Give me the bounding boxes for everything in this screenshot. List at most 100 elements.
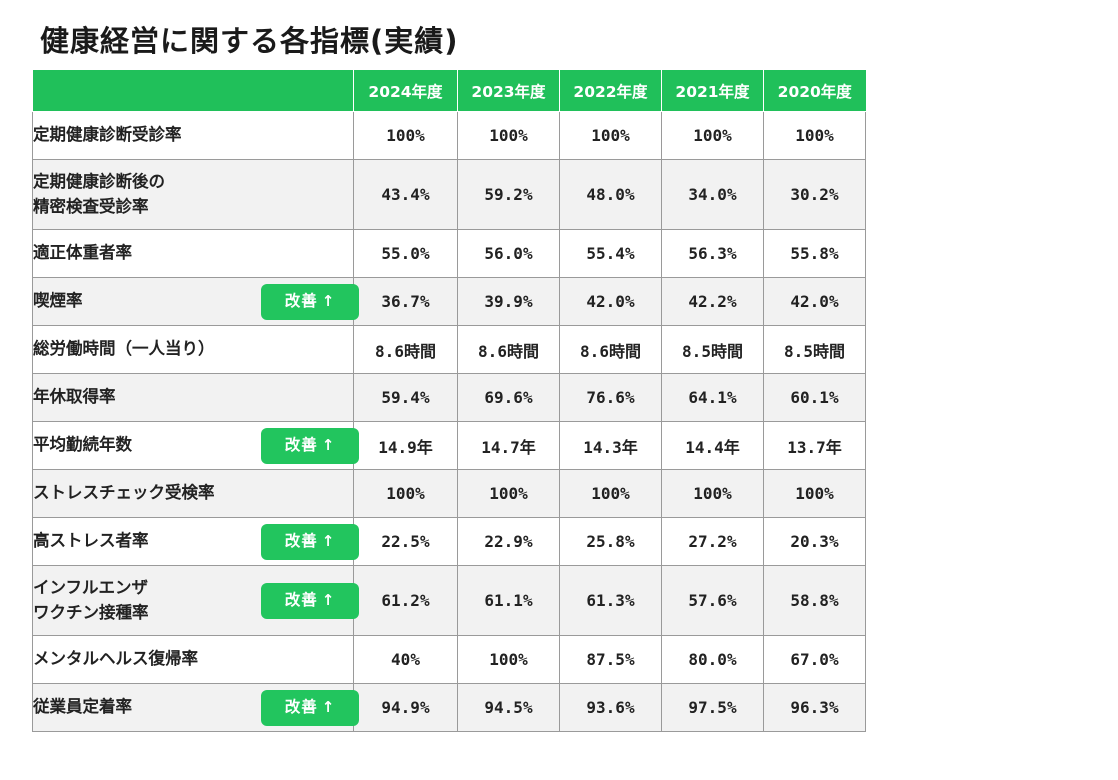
metric-value: 36.7% (353, 277, 458, 326)
year-header: 2024年度 (353, 70, 458, 112)
metric-value: 57.6% (661, 565, 764, 636)
metric-value: 34.0% (661, 159, 764, 230)
metric-label-cell: 喫煙率 改善 ↑ (32, 277, 359, 326)
metric-value: 58.8% (763, 565, 866, 636)
metric-value: 100% (457, 111, 560, 160)
metric-value: 100% (353, 469, 458, 518)
metric-label-cell: 定期健康診断受診率 (32, 111, 354, 160)
table-row: 従業員定着率 改善 ↑ 94.9% 94.5% 93.6% 97.5% 96.3% (32, 683, 866, 732)
metric-value: 61.2% (353, 565, 458, 636)
metric-value: 100% (661, 111, 764, 160)
header-row: 2024年度 2023年度 2022年度 2021年度 2020年度 (32, 70, 866, 112)
metrics-table: 2024年度 2023年度 2022年度 2021年度 2020年度 定期健康診… (32, 70, 866, 732)
metric-value: 14.4年 (661, 421, 764, 470)
metric-value: 61.1% (457, 565, 560, 636)
metric-value: 97.5% (661, 683, 764, 732)
table-row: インフルエンザ ワクチン接種率 改善 ↑ 61.2% 61.1% 61.3% 57.6% 58… (32, 565, 866, 636)
metric-label-cell: インフルエンザ ワクチン接種率 改善 ↑ (32, 565, 359, 636)
arrow-up-icon: ↑ (321, 292, 336, 311)
year-header: 2022年度 (559, 70, 662, 112)
metric-label-cell: メンタルヘルス復帰率 (32, 635, 354, 684)
year-header: 2021年度 (661, 70, 764, 112)
metric-value: 55.0% (353, 229, 458, 278)
improvement-badge-text: 改善 (284, 531, 318, 550)
metric-value: 76.6% (559, 373, 662, 422)
metric-value: 56.0% (457, 229, 560, 278)
metric-label: メンタルヘルス復帰率 (33, 649, 198, 669)
table-row: 高ストレス者率 改善 ↑ 22.5% 22.9% 25.8% 27.2% 20.3% (32, 517, 866, 566)
metric-label: 適正体重者率 (33, 243, 132, 263)
header-corner (32, 70, 354, 112)
metric-label-cell: 高ストレス者率 改善 ↑ (32, 517, 359, 566)
improvement-badge: 改善 ↑ (261, 523, 359, 560)
metric-value: 100% (763, 111, 866, 160)
metric-value: 40% (353, 635, 458, 684)
metric-label-cell: ストレスチェック受検率 (32, 469, 354, 518)
metric-value: 8.6時間 (353, 325, 458, 374)
improvement-badge-text: 改善 (284, 697, 318, 716)
improvement-badge: 改善 ↑ (261, 689, 359, 726)
improvement-badge-text: 改善 (284, 435, 318, 454)
metric-value: 60.1% (763, 373, 866, 422)
metric-value: 30.2% (763, 159, 866, 230)
table-row: 総労働時間（一人当り） 8.6時間 8.6時間 8.6時間 8.5時間 8.5時間 (32, 325, 866, 374)
metric-label: 総労働時間（一人当り） (33, 339, 215, 359)
metric-label: 定期健康診断受診率 (33, 125, 182, 145)
metric-value: 55.8% (763, 229, 866, 278)
metric-value: 8.5時間 (661, 325, 764, 374)
metric-value: 42.0% (559, 277, 662, 326)
metric-value: 69.6% (457, 373, 560, 422)
metric-value: 100% (559, 469, 662, 518)
metric-value: 93.6% (559, 683, 662, 732)
metric-value: 80.0% (661, 635, 764, 684)
metric-label: 年休取得率 (33, 387, 116, 407)
metric-value: 100% (353, 111, 458, 160)
metric-value: 22.9% (457, 517, 560, 566)
metric-value: 8.6時間 (457, 325, 560, 374)
metric-label-cell: 定期健康診断後の 精密検査受診率 (32, 159, 354, 230)
metric-label-cell: 従業員定着率 改善 ↑ (32, 683, 359, 732)
arrow-up-icon: ↑ (321, 436, 336, 455)
improvement-badge-text: 改善 (284, 291, 318, 310)
metric-value: 39.9% (457, 277, 560, 326)
metric-label: 喫煙率 (33, 291, 83, 311)
metric-value: 43.4% (353, 159, 458, 230)
metric-value: 48.0% (559, 159, 662, 230)
improvement-badge: 改善 ↑ (261, 283, 359, 320)
year-header: 2023年度 (457, 70, 560, 112)
table-row: ストレスチェック受検率 100% 100% 100% 100% 100% (32, 469, 866, 518)
metric-label: ストレスチェック受検率 (33, 483, 215, 503)
metric-value: 42.0% (763, 277, 866, 326)
metric-value: 67.0% (763, 635, 866, 684)
metric-value: 42.2% (661, 277, 764, 326)
year-header: 2020年度 (763, 70, 866, 112)
metric-label-cell: 適正体重者率 (32, 229, 354, 278)
metric-value: 22.5% (353, 517, 458, 566)
metric-value: 56.3% (661, 229, 764, 278)
table-row: 定期健康診断後の 精密検査受診率 43.4% 59.2% 48.0% 34.0% 30.2… (32, 159, 866, 230)
table-row: 定期健康診断受診率 100% 100% 100% 100% 100% (32, 111, 866, 160)
arrow-up-icon: ↑ (321, 532, 336, 551)
metric-value: 100% (457, 469, 560, 518)
metric-value: 55.4% (559, 229, 662, 278)
arrow-up-icon: ↑ (321, 698, 336, 717)
metric-value: 94.9% (353, 683, 458, 732)
table-row: 平均勤続年数 改善 ↑ 14.9年 14.7年 14.3年 14.4年 13.7年 (32, 421, 866, 470)
arrow-up-icon: ↑ (321, 591, 336, 610)
metric-label: インフルエンザ ワクチン接種率 (33, 577, 149, 622)
metric-value: 59.4% (353, 373, 458, 422)
table-row: 適正体重者率 55.0% 56.0% 55.4% 56.3% 55.8% (32, 229, 866, 278)
page-title: 健康経営に関する各指標(実績) (40, 24, 459, 58)
metric-label-cell: 平均勤続年数 改善 ↑ (32, 421, 359, 470)
metric-label: 高ストレス者率 (33, 531, 149, 551)
metric-value: 25.8% (559, 517, 662, 566)
metric-value: 61.3% (559, 565, 662, 636)
metric-value: 14.9年 (353, 421, 458, 470)
metric-value: 100% (661, 469, 764, 518)
metric-value: 14.3年 (559, 421, 662, 470)
metric-value: 27.2% (661, 517, 764, 566)
metric-value: 8.5時間 (763, 325, 866, 374)
metric-value: 13.7年 (763, 421, 866, 470)
improvement-badge: 改善 ↑ (261, 582, 359, 619)
metric-value: 64.1% (661, 373, 764, 422)
